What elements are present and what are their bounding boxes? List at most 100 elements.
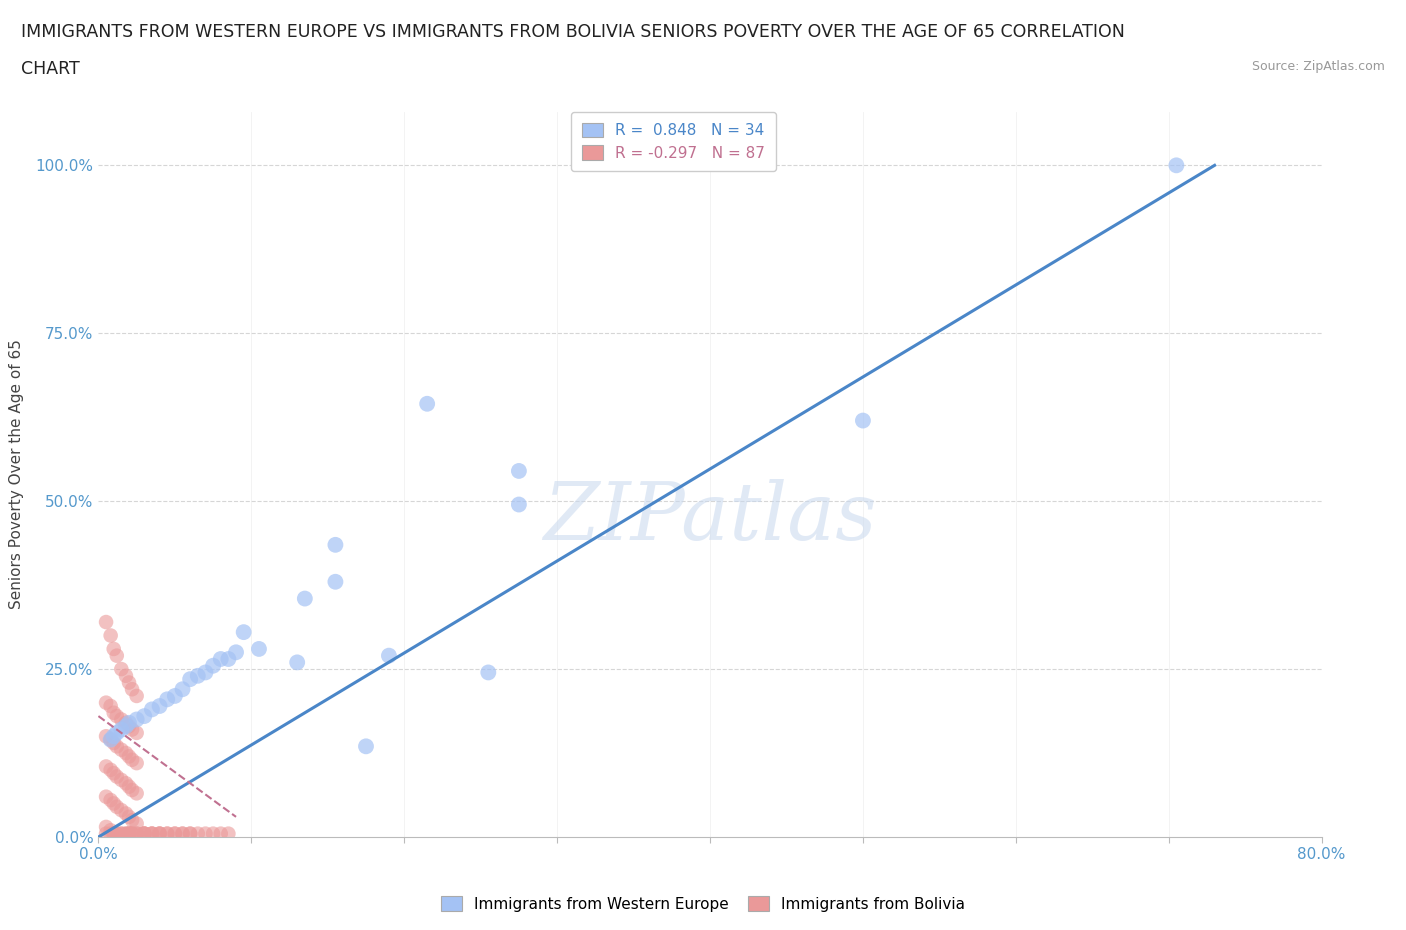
Point xyxy=(134,709,156,724)
Point xyxy=(149,698,172,713)
Point xyxy=(217,826,239,841)
Point xyxy=(118,809,141,824)
Point xyxy=(125,826,148,841)
Point xyxy=(294,591,316,606)
Point xyxy=(134,826,156,841)
Point xyxy=(179,671,201,686)
Point xyxy=(105,725,128,740)
Point xyxy=(125,786,148,801)
Point xyxy=(94,819,117,834)
Point xyxy=(121,826,143,841)
Point xyxy=(141,702,163,717)
Legend: Immigrants from Western Europe, Immigrants from Bolivia: Immigrants from Western Europe, Immigran… xyxy=(434,890,972,918)
Point xyxy=(115,746,138,761)
Point xyxy=(134,826,156,841)
Point xyxy=(110,826,132,841)
Point xyxy=(163,826,186,841)
Point xyxy=(100,628,122,643)
Point xyxy=(134,826,156,841)
Point xyxy=(118,719,141,734)
Point xyxy=(187,669,209,684)
Point xyxy=(115,826,138,841)
Point xyxy=(115,826,138,841)
Point xyxy=(179,826,201,841)
Point xyxy=(121,782,143,797)
Point xyxy=(141,826,163,841)
Point xyxy=(121,752,143,767)
Text: Source: ZipAtlas.com: Source: ZipAtlas.com xyxy=(1251,60,1385,73)
Point xyxy=(354,738,377,753)
Point xyxy=(202,658,225,673)
Point xyxy=(94,826,117,841)
Point xyxy=(105,709,128,724)
Text: CHART: CHART xyxy=(21,60,80,78)
Point xyxy=(209,826,232,841)
Point xyxy=(125,688,148,703)
Point xyxy=(105,648,128,663)
Legend: R =  0.848   N = 34, R = -0.297   N = 87: R = 0.848 N = 34, R = -0.297 N = 87 xyxy=(571,112,776,171)
Point xyxy=(1166,158,1188,173)
Point xyxy=(141,826,163,841)
Point xyxy=(105,826,128,841)
Point xyxy=(100,823,122,838)
Point xyxy=(172,826,194,841)
Point xyxy=(100,763,122,777)
Point xyxy=(852,413,875,428)
Point xyxy=(94,615,117,630)
Point xyxy=(100,792,122,807)
Point xyxy=(105,800,128,815)
Point xyxy=(125,725,148,740)
Point xyxy=(325,538,347,552)
Text: ZIPatlas: ZIPatlas xyxy=(543,479,877,556)
Point xyxy=(156,692,179,707)
Point xyxy=(100,698,122,713)
Point xyxy=(94,729,117,744)
Point xyxy=(94,759,117,774)
Point xyxy=(416,396,439,411)
Y-axis label: Seniors Poverty Over the Age of 65: Seniors Poverty Over the Age of 65 xyxy=(10,339,24,609)
Point xyxy=(121,682,143,697)
Point xyxy=(194,665,217,680)
Point xyxy=(477,665,499,680)
Point xyxy=(110,712,132,727)
Point xyxy=(156,826,179,841)
Point xyxy=(110,661,132,676)
Point xyxy=(105,826,128,841)
Point xyxy=(247,642,270,657)
Point xyxy=(163,826,186,841)
Point xyxy=(100,732,122,747)
Point xyxy=(225,644,247,659)
Point xyxy=(209,652,232,667)
Text: IMMIGRANTS FROM WESTERN EUROPE VS IMMIGRANTS FROM BOLIVIA SENIORS POVERTY OVER T: IMMIGRANTS FROM WESTERN EUROPE VS IMMIGR… xyxy=(21,23,1125,41)
Point xyxy=(202,826,225,841)
Point xyxy=(103,826,125,841)
Point xyxy=(115,715,138,730)
Point xyxy=(103,765,125,780)
Point xyxy=(125,756,148,771)
Point xyxy=(125,817,148,831)
Point xyxy=(118,715,141,730)
Point xyxy=(118,675,141,690)
Point xyxy=(121,826,143,841)
Point xyxy=(110,773,132,788)
Point xyxy=(118,826,141,841)
Point xyxy=(110,742,132,757)
Point xyxy=(156,826,179,841)
Point xyxy=(149,826,172,841)
Point xyxy=(121,813,143,828)
Point xyxy=(172,682,194,697)
Point xyxy=(149,826,172,841)
Point xyxy=(118,826,141,841)
Point xyxy=(103,729,125,744)
Point xyxy=(110,803,132,817)
Point xyxy=(285,655,308,670)
Point xyxy=(103,642,125,657)
Point xyxy=(118,749,141,764)
Point xyxy=(103,736,125,751)
Point xyxy=(94,696,117,711)
Point xyxy=(149,826,172,841)
Point xyxy=(115,669,138,684)
Point xyxy=(110,826,132,841)
Point xyxy=(217,652,239,667)
Point xyxy=(110,722,132,737)
